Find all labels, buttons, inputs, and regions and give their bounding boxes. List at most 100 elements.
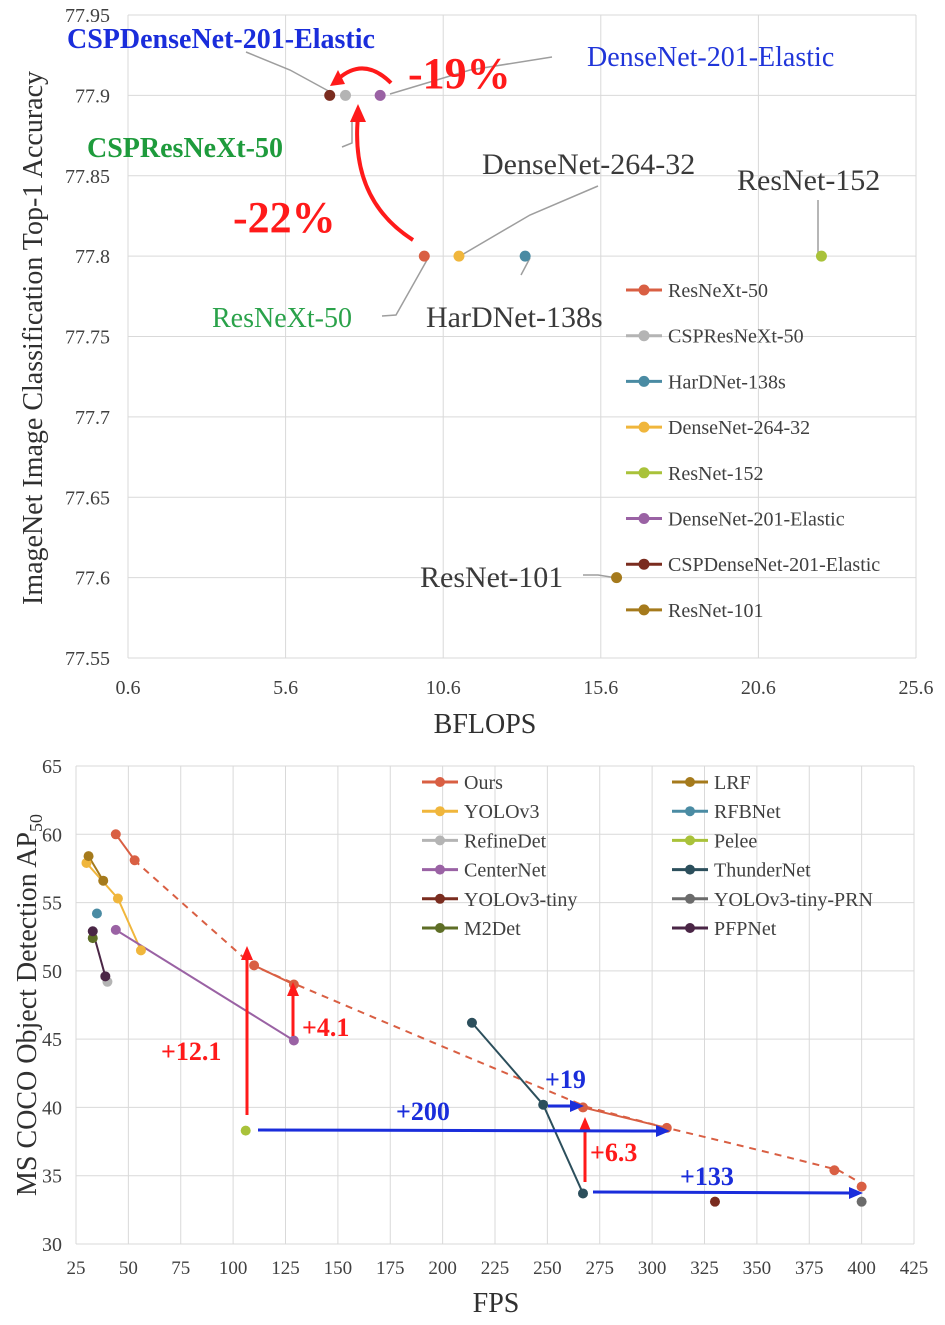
point-ours bbox=[856, 1181, 867, 1192]
top-y-tick-label: 77.8 bbox=[75, 246, 110, 268]
bottom-data-points bbox=[81, 829, 867, 1207]
label-plus19: +19 bbox=[545, 1065, 586, 1094]
legend-marker-cspresnext-50 bbox=[638, 330, 650, 342]
label-densenet: DenseNet-201-Elastic bbox=[587, 42, 834, 73]
legend-label: DenseNet-264-32 bbox=[668, 417, 810, 439]
legend-marker-pfpnet bbox=[685, 923, 695, 933]
arrow-minus19 bbox=[336, 66, 393, 85]
label-densenet264: DenseNet-264-32 bbox=[482, 148, 695, 181]
bottom-x-tick-label: 350 bbox=[743, 1258, 772, 1279]
point-pelee bbox=[240, 1125, 251, 1136]
legend-label: PFPNet bbox=[714, 918, 777, 940]
top-legend: ResNeXt-50 CSPResNeXt-50 HarDNet-138s Dense… bbox=[626, 280, 880, 622]
top-y-tick-label: 77.9 bbox=[75, 85, 110, 107]
arrow-minus22-head bbox=[350, 104, 366, 122]
legend-label: YOLOv3-tiny bbox=[464, 889, 577, 911]
label-plus200: +200 bbox=[396, 1097, 450, 1126]
leader-csp-densenet bbox=[245, 51, 335, 95]
top-x-axis-title: BFLOPS bbox=[434, 709, 537, 740]
point-rfbnet bbox=[91, 908, 102, 919]
legend-marker-yolov3-tiny bbox=[435, 893, 445, 904]
point-yolov3-tiny bbox=[709, 1196, 720, 1207]
legend-marker-rfbnet bbox=[685, 806, 695, 817]
bottom-x-tick-label: 325 bbox=[690, 1258, 719, 1279]
top-x-tick-label: 20.6 bbox=[741, 677, 776, 699]
arrow-minus19-head bbox=[330, 70, 345, 86]
legend-marker-densenet-264-32 bbox=[638, 421, 650, 433]
series-line-ours bbox=[582, 1106, 668, 1129]
bottom-x-tick-label: 25 bbox=[67, 1258, 86, 1279]
leader-densenet bbox=[389, 56, 553, 95]
point-ours bbox=[110, 829, 121, 840]
point-resnet-152 bbox=[815, 250, 827, 262]
bottom-y-tick-label: 65 bbox=[42, 756, 62, 778]
label-minus22: -22% bbox=[233, 193, 336, 242]
legend-marker-yolov3 bbox=[435, 806, 445, 817]
series-line-ours bbox=[114, 833, 136, 861]
bottom-y-tick-label: 30 bbox=[42, 1234, 62, 1256]
leader-csp-resnext bbox=[341, 120, 353, 148]
point-lrf bbox=[98, 875, 109, 886]
top-x-tick-label: 15.6 bbox=[583, 677, 618, 699]
point-resnet-101 bbox=[611, 572, 623, 584]
bottom-y-axis-title-sub: 50 bbox=[26, 814, 46, 832]
legend-marker-centernet bbox=[435, 864, 445, 875]
legend-marker-cspdensenet-201-elastic bbox=[638, 558, 650, 570]
point-centernet bbox=[288, 1035, 299, 1046]
legend-label: ResNeXt-50 bbox=[668, 280, 768, 302]
bottom-y-tick-label: 40 bbox=[42, 1097, 62, 1119]
bottom-y-tick-label: 45 bbox=[42, 1029, 62, 1051]
leader-resnext bbox=[381, 259, 428, 317]
top-y-tick-labels: 77.55 77.6 77.65 77.7 77.75 77.8 77.85 77.9 77.9… bbox=[65, 5, 110, 670]
legend-label: LRF bbox=[714, 772, 751, 794]
top-data-points bbox=[324, 89, 827, 584]
arrow-plus200 bbox=[257, 1128, 659, 1133]
legend-label: ResNet-101 bbox=[668, 600, 764, 622]
legend-marker-yolov3-tiny-prn bbox=[685, 893, 695, 904]
top-y-tick-label: 77.75 bbox=[65, 327, 110, 349]
top-y-tick-label: 77.7 bbox=[75, 407, 110, 429]
top-x-tick-labels: 0.6 5.6 10.6 15.6 20.6 25.6 bbox=[116, 677, 934, 699]
legend-label: HarDNet-138s bbox=[668, 371, 786, 393]
bottom-x-tick-label: 50 bbox=[119, 1258, 138, 1279]
top-red-arrows bbox=[330, 66, 415, 242]
arrow-plus200-head bbox=[656, 1125, 670, 1137]
legend-label: Pelee bbox=[714, 830, 757, 852]
leader-densenet264 bbox=[459, 185, 599, 257]
legend-label: CSPResNeXt-50 bbox=[668, 326, 804, 348]
arrow-plus63-head bbox=[579, 1117, 591, 1131]
legend-marker-refinedet bbox=[435, 835, 445, 846]
bottom-y-tick-label: 35 bbox=[42, 1166, 62, 1188]
legend-marker-resnet-101 bbox=[638, 604, 650, 616]
label-csp-densenet: CSPDenseNet-201-Elastic bbox=[67, 24, 375, 55]
point-thundernet bbox=[466, 1017, 477, 1028]
legend-marker-resnext-50 bbox=[638, 284, 650, 296]
arrow-plus12-head bbox=[241, 946, 253, 960]
legend-label: ThunderNet bbox=[714, 860, 811, 882]
label-plus4: +4.1 bbox=[302, 1013, 349, 1042]
top-y-tick-label: 77.65 bbox=[65, 487, 110, 509]
bottom-x-tick-label: 125 bbox=[271, 1258, 300, 1279]
bottom-y-tick-label: 55 bbox=[42, 893, 62, 915]
point-cspresnext-50 bbox=[339, 89, 351, 101]
bottom-x-tick-label: 275 bbox=[586, 1258, 615, 1279]
bottom-x-tick-labels: 25 50 75 100 125 150 175 200 225 250 275 300 325 350 3… bbox=[67, 1258, 929, 1279]
bottom-series-lines bbox=[85, 833, 668, 1194]
bottom-x-tick-label: 225 bbox=[481, 1258, 510, 1279]
bottom-y-axis-title: MS COCO Object Detection AP50 bbox=[12, 814, 46, 1196]
legend-label: CenterNet bbox=[464, 860, 547, 882]
legend-marker-thundernet bbox=[685, 864, 695, 875]
bottom-x-tick-label: 75 bbox=[171, 1258, 190, 1279]
top-y-tick-label: 77.6 bbox=[75, 568, 110, 590]
bottom-x-tick-label: 400 bbox=[847, 1258, 876, 1279]
bottom-y-tick-label: 50 bbox=[42, 961, 62, 983]
leader-hardnet bbox=[520, 257, 531, 276]
bottom-y-tick-labels: 30 35 40 45 50 55 60 65 bbox=[42, 756, 62, 1256]
point-yolov3 bbox=[112, 893, 123, 904]
legend-marker-resnet-152 bbox=[638, 467, 650, 479]
legend-marker-pelee bbox=[685, 835, 695, 846]
point-hardnet-138s bbox=[519, 250, 531, 262]
legend-label: DenseNet-201-Elastic bbox=[668, 509, 845, 531]
bottom-y-axis-title-main: MS COCO Object Detection AP bbox=[12, 832, 43, 1196]
bottom-x-tick-label: 375 bbox=[795, 1258, 824, 1279]
